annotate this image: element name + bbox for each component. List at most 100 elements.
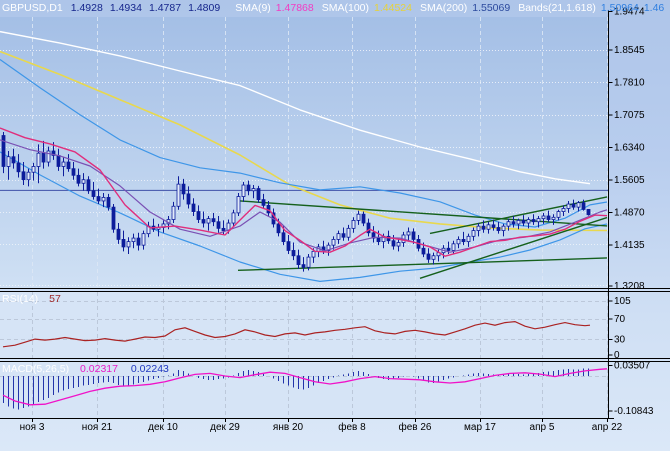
candle-bull xyxy=(176,183,181,207)
candle-bear xyxy=(446,247,451,251)
candle-bull xyxy=(236,196,241,214)
candle-bull xyxy=(141,233,146,246)
candle-bear xyxy=(256,188,261,201)
candle-bear xyxy=(186,193,191,205)
candle-bull xyxy=(336,233,341,240)
candle-bull xyxy=(231,212,236,224)
candle-bear xyxy=(391,240,396,247)
candle-bull xyxy=(556,211,561,218)
rsi-axis-label: 30 xyxy=(614,335,626,346)
candle-bear xyxy=(91,190,96,197)
candle-bull xyxy=(356,213,361,221)
price-axis-label: 1.5605 xyxy=(614,175,645,186)
price-axis-label: 1.4135 xyxy=(614,240,645,251)
candle-bear xyxy=(21,171,26,181)
macd-axis-label: -0.10843 xyxy=(614,406,654,417)
date-axis-label: мар 17 xyxy=(464,422,496,433)
candle-bull xyxy=(396,242,401,247)
candle-bear xyxy=(581,202,586,210)
candle-bull xyxy=(506,221,511,227)
candle-bull xyxy=(406,231,411,236)
candle-bear xyxy=(461,239,466,243)
trendline-3[interactable] xyxy=(237,257,608,272)
candle-bear xyxy=(481,225,486,230)
trendline-1[interactable] xyxy=(239,200,608,227)
rsi-axis-label: 105 xyxy=(614,296,631,307)
sma100-label: SMA(100) xyxy=(321,2,370,14)
candle-bear xyxy=(201,219,206,224)
candle-bull xyxy=(576,202,581,208)
candle-bull xyxy=(26,171,31,181)
bands-upper-value: 1.50964 xyxy=(600,2,639,14)
candle-bear xyxy=(211,218,216,223)
candle-bull xyxy=(536,218,541,223)
candle-bear xyxy=(521,219,526,224)
candle-bull xyxy=(431,255,436,260)
candle-bear xyxy=(531,219,536,223)
candles-layer xyxy=(1,131,591,272)
candle-bear xyxy=(216,221,221,229)
candle-bear xyxy=(76,174,81,184)
candle-bear xyxy=(136,237,141,246)
candle-bull xyxy=(456,239,461,245)
candle-bull xyxy=(551,216,556,220)
price-axis-label: 1.7810 xyxy=(614,78,645,89)
bands-lower-value: 1.46 xyxy=(643,2,665,14)
candle-bear xyxy=(586,209,591,216)
rsi-panel-area[interactable] xyxy=(0,292,608,358)
panel-separators[interactable] xyxy=(0,288,670,362)
candle-bull xyxy=(351,219,356,229)
candle-bear xyxy=(491,224,496,228)
candle-bear xyxy=(86,179,91,192)
sma100-value: 1.44524 xyxy=(374,2,412,14)
macd-panel-area[interactable] xyxy=(0,362,608,418)
price-axis-label: 1.4870 xyxy=(614,208,645,219)
candle-bull xyxy=(131,237,136,243)
candle-bear xyxy=(286,241,291,251)
date-axis-label: дек 10 xyxy=(148,422,178,433)
rsi-axis-label: 70 xyxy=(614,314,626,325)
trendline-4[interactable] xyxy=(419,216,608,279)
candle-bear xyxy=(361,213,366,224)
candle-bull xyxy=(471,230,476,237)
low-value: 1.4787 xyxy=(148,2,182,14)
candle-bear xyxy=(181,183,186,195)
candle-bull xyxy=(346,227,351,238)
candle-bull xyxy=(466,235,471,243)
candle-bear xyxy=(246,184,251,192)
candle-bear xyxy=(191,203,196,212)
candle-bull xyxy=(566,203,571,209)
candle-bull xyxy=(46,150,51,163)
macd-signal-line xyxy=(2,368,608,406)
sma200-value: 1.55069 xyxy=(472,2,511,14)
candle-bear xyxy=(546,215,551,220)
candle-bear xyxy=(301,264,306,268)
candle-bull xyxy=(81,179,86,184)
candle-bull xyxy=(36,152,41,167)
candle-bull xyxy=(61,161,66,167)
candle-bear xyxy=(56,155,61,167)
sma9-line xyxy=(0,127,608,257)
price-axis-label: 1.7075 xyxy=(614,110,645,121)
candle-bull xyxy=(516,219,521,225)
bollinger-upper-line xyxy=(0,59,608,228)
candle-bull xyxy=(311,250,316,258)
price-axis-label: 1.9474 xyxy=(614,7,645,18)
close-value: 1.4809 xyxy=(188,2,221,14)
candle-bear xyxy=(411,231,416,240)
candle-bull xyxy=(6,156,11,167)
candle-bull xyxy=(31,166,36,173)
candle-bear xyxy=(376,237,381,243)
candle-bear xyxy=(281,232,286,243)
candle-bear xyxy=(1,135,6,167)
candle-bull xyxy=(306,256,311,268)
candle-bear xyxy=(51,150,56,156)
candle-bear xyxy=(96,196,101,202)
candle-bull xyxy=(526,219,531,224)
candle-bull xyxy=(326,244,331,251)
candle-bull xyxy=(126,241,131,248)
candle-bull xyxy=(541,215,546,220)
price-axis-label: 1.3208 xyxy=(614,281,645,292)
price-gridlines xyxy=(0,50,608,377)
